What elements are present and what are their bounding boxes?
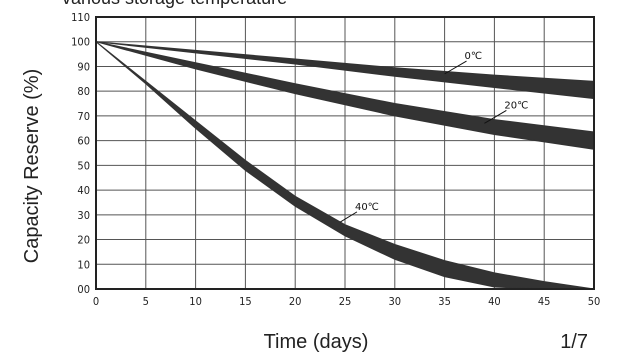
y-tick-labels: 00 10 20 30 40 50 60 70 80 90 100 110 [71, 11, 90, 296]
annotation-label-0: 0℃ [465, 51, 483, 62]
annotation-leader [484, 110, 507, 124]
x-tick-label: 35 [438, 295, 451, 308]
page-number: 1/7 [560, 331, 588, 353]
x-tick-label: 5 [143, 295, 149, 308]
chart-title: various storage temperature [62, 0, 287, 8]
y-tick-label: 100 [71, 36, 90, 49]
x-tick-label: 25 [339, 295, 352, 308]
x-tick-label: 20 [289, 295, 302, 308]
y-axis-title: Capacity Reserve (%) [21, 69, 43, 264]
y-tick-label: 30 [77, 209, 90, 222]
x-tick-label: 10 [189, 295, 202, 308]
y-tick-label: 40 [77, 184, 90, 197]
y-tick-label: 60 [77, 135, 90, 148]
plot-frame [95, 16, 595, 290]
annotation-leader [444, 60, 467, 75]
y-tick-label: 80 [77, 85, 90, 98]
x-tick-label: 15 [239, 295, 252, 308]
y-tick-label: 70 [77, 110, 90, 123]
x-tick-label: 50 [588, 295, 601, 308]
y-tick-label: 90 [77, 60, 90, 73]
y-tick-label: 50 [77, 159, 90, 172]
annotations: 0℃ 20℃ 40℃ [339, 51, 528, 223]
x-tick-label: 40 [488, 295, 501, 308]
annotation-leader [339, 211, 358, 223]
annotation-label-1: 20℃ [504, 100, 528, 111]
x-tick-label: 45 [538, 295, 551, 308]
x-tick-labels: 0 5 10 15 20 25 30 35 40 45 50 [93, 295, 600, 308]
x-tick-label: 0 [93, 295, 99, 308]
y-tick-label: 110 [71, 11, 90, 24]
y-tick-label: 20 [77, 234, 90, 247]
x-axis-title: Time (days) [264, 331, 369, 353]
y-tick-label: 00 [77, 283, 90, 296]
x-tick-label: 30 [389, 295, 402, 308]
y-tick-label: 10 [77, 258, 90, 271]
annotation-label-2: 40℃ [355, 202, 379, 213]
